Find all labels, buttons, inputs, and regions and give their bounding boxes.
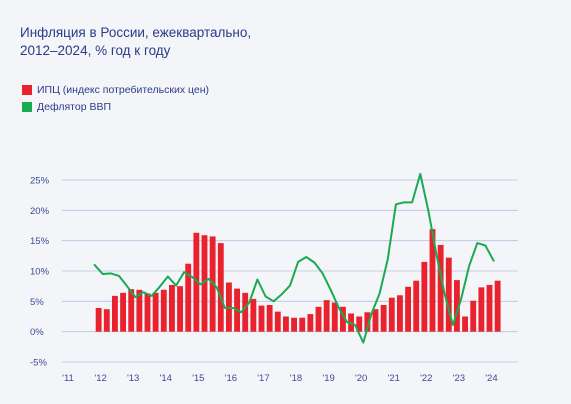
- y-tick-label-0: 25%: [30, 176, 50, 187]
- cpi-bar: [111, 295, 118, 332]
- cpi-bar: [421, 261, 428, 332]
- cpi-bar: [291, 317, 298, 332]
- cpi-bar: [478, 287, 485, 332]
- chart-title-line-2: 2012–2024, % год к году: [20, 43, 171, 58]
- x-tick-label-10: '21: [388, 373, 400, 384]
- cpi-bar: [453, 280, 460, 332]
- cpi-bar: [299, 317, 306, 332]
- cpi-bar: [185, 263, 192, 332]
- cpi-bar: [470, 300, 477, 332]
- x-tick-label-4: '15: [192, 373, 204, 384]
- cpi-bar: [413, 280, 420, 332]
- cpi-bar: [250, 298, 257, 332]
- cpi-bar: [486, 284, 493, 332]
- y-tick-label-6: -5%: [30, 358, 47, 369]
- cpi-bar: [128, 289, 135, 332]
- cpi-bar: [217, 243, 224, 332]
- cpi-bar: [494, 280, 501, 332]
- cpi-bar: [120, 292, 127, 332]
- cpi-bar: [396, 295, 403, 332]
- legend-item-gdp-deflator: Дефлятор ВВП: [22, 99, 209, 114]
- legend-label-gdp-deflator: Дефлятор ВВП: [37, 100, 112, 113]
- x-tick-label-3: '14: [160, 373, 172, 384]
- cpi-bar: [160, 289, 167, 332]
- x-tick-label-0: '11: [62, 373, 74, 384]
- legend-swatch-gdp-deflator: [22, 101, 32, 112]
- cpi-bar: [136, 289, 143, 332]
- cpi-bar: [372, 309, 379, 332]
- cpi-bar: [429, 229, 436, 332]
- x-tick-label-1: '12: [94, 373, 106, 384]
- cpi-bar: [405, 286, 412, 332]
- y-tick-label-4: 5%: [30, 297, 44, 308]
- cpi-bar: [307, 314, 314, 332]
- y-tick-label-5: 0%: [30, 327, 44, 338]
- deflator-line: [93, 172, 495, 344]
- x-tick-label-13: '24: [485, 373, 497, 384]
- legend-swatch-cpi: [22, 84, 32, 95]
- chart-title-line-1: Инфляция в России, ежеквартально,: [20, 25, 252, 40]
- cpi-bar: [258, 305, 265, 332]
- cpi-bar: [168, 284, 175, 332]
- x-tick-label-9: '20: [355, 373, 367, 384]
- y-axis-ticks: 25% 20% 15% 10% 5% 0% -5%: [30, 176, 50, 369]
- x-tick-label-5: '16: [225, 373, 237, 384]
- cpi-bar: [177, 286, 184, 332]
- cpi-bar: [144, 293, 151, 332]
- legend: ИПЦ (индекс потребительских цен) Дефлято…: [22, 82, 209, 116]
- cpi-bar: [364, 312, 371, 332]
- legend-item-cpi: ИПЦ (индекс потребительских цен): [22, 82, 209, 97]
- cpi-bar: [380, 304, 387, 332]
- x-axis-ticks: '11 '12 '13 '14 '15 '16 '17 '18 '19 '20 '21 '22 '23 '…: [62, 373, 497, 384]
- cpi-bar: [266, 304, 273, 332]
- cpi-bar: [445, 257, 452, 332]
- cpi-bar: [242, 292, 249, 332]
- cpi-bar: [193, 232, 200, 332]
- cpi-bar: [103, 309, 110, 332]
- cpi-bar: [274, 311, 281, 332]
- x-tick-label-6: '17: [257, 373, 269, 384]
- cpi-bar: [388, 297, 395, 332]
- deflator-line-group: [93, 172, 495, 344]
- legend-label-cpi: ИПЦ (индекс потребительских цен): [37, 83, 210, 96]
- y-tick-label-2: 15%: [30, 236, 50, 247]
- cpi-bar: [462, 316, 469, 332]
- y-tick-label-1: 20%: [30, 206, 50, 217]
- cpi-bar: [437, 244, 444, 332]
- cpi-bar: [201, 235, 208, 332]
- cpi-bar: [331, 302, 338, 332]
- cpi-bar: [356, 316, 363, 332]
- cpi-bar: [95, 308, 102, 332]
- x-tick-label-12: '23: [453, 373, 465, 384]
- chart-title: Инфляция в России, ежеквартально, 2012–2…: [20, 24, 251, 60]
- cpi-bar: [282, 316, 289, 332]
- cpi-bar: [315, 306, 322, 332]
- x-tick-label-2: '13: [127, 373, 139, 384]
- cpi-bar: [323, 300, 330, 332]
- x-tick-label-7: '18: [290, 373, 302, 384]
- cpi-bar: [152, 292, 159, 332]
- cpi-bars: [95, 229, 501, 332]
- cpi-bar: [339, 306, 346, 332]
- x-tick-label-8: '19: [322, 373, 334, 384]
- y-tick-label-3: 10%: [30, 267, 50, 278]
- x-tick-label-11: '22: [420, 373, 432, 384]
